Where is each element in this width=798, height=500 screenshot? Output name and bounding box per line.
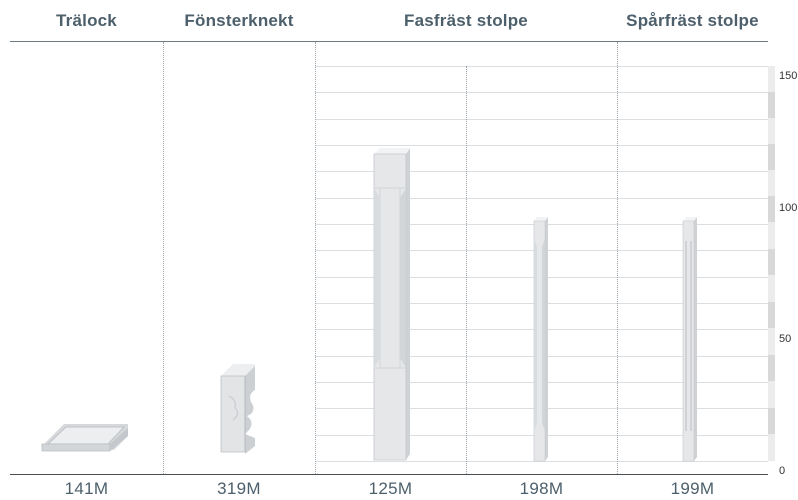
header-fonsterknekt: Fönsterknekt [184,10,294,30]
height-scale-strip [768,66,775,461]
grid-line [315,145,768,146]
wood-lid-icon [41,424,128,452]
grid-line [315,92,768,93]
header-sparfrast-stolpe: Spårfräst stolpe [626,10,759,30]
grid-line [315,198,768,199]
header-tralock: Trälock [56,10,117,30]
product-code: 141M [64,479,109,498]
grid-line [315,66,768,67]
scale-tick-50: 50 [779,333,792,345]
grid-line [315,171,768,172]
scale-tick-150: 150 [779,70,798,82]
window-bracket-icon [220,364,255,454]
grid-line [315,461,768,462]
product-code: 199M [670,479,715,498]
product-code: 125M [368,479,413,498]
product-code: 198M [519,479,564,498]
column-separator [617,42,618,474]
chamfered-post-icon [373,148,410,461]
scale-tick-0: 0 [779,465,786,477]
product-code: 319M [217,479,261,498]
column-separator [315,42,316,474]
column-separator [466,66,467,474]
grid-line [315,119,768,120]
grooved-post-icon [682,217,697,462]
header-divider [10,41,768,42]
scale-tick-100: 100 [779,202,798,214]
chamfered-post-icon [533,217,548,462]
header-fasfrast-stolpe: Fasfräst stolpe [404,10,528,30]
baseline [10,474,768,475]
column-separator [163,42,164,474]
